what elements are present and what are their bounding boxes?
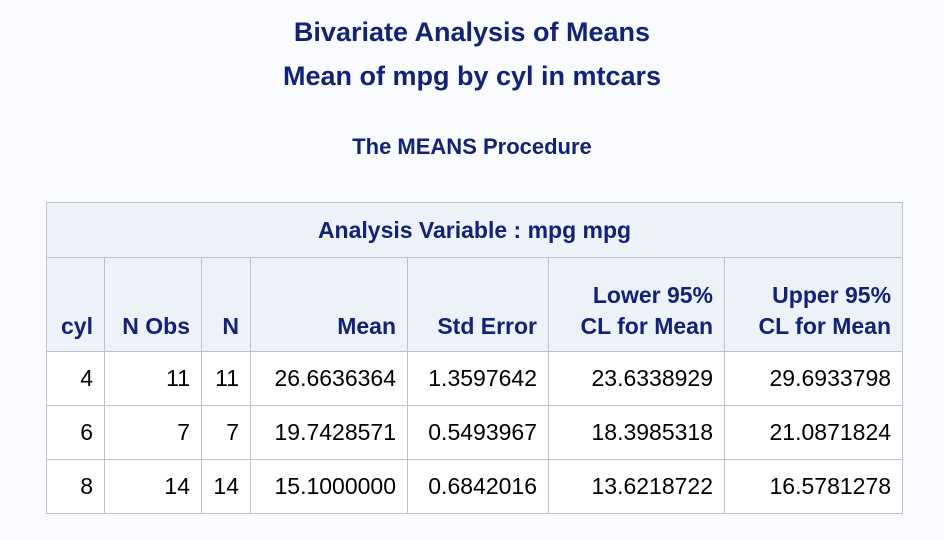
cell-cyl: 8 bbox=[46, 459, 105, 514]
cell-cyl: 4 bbox=[46, 351, 105, 406]
report-title-line1: Bivariate Analysis of Means bbox=[293, 17, 651, 47]
cell-std-error: 1.3597642 bbox=[407, 351, 549, 406]
cell-n: 14 bbox=[201, 459, 251, 514]
results-table: Analysis Variable : mpg mpg cyl N Obs N … bbox=[45, 202, 904, 514]
header-upper-cl-line2: CL for Mean bbox=[758, 313, 892, 339]
table-caption: Analysis Variable : mpg mpg bbox=[45, 202, 904, 258]
header-n-obs: N Obs bbox=[104, 257, 202, 352]
cell-n-obs: 14 bbox=[104, 459, 202, 514]
cell-lower-cl: 13.6218722 bbox=[548, 459, 725, 514]
header-std-error: Std Error bbox=[407, 257, 549, 352]
cell-upper-cl: 21.0871824 bbox=[723, 405, 904, 460]
cell-mean: 19.7428571 bbox=[250, 405, 408, 460]
cell-std-error: 0.5493967 bbox=[407, 405, 549, 460]
table-row: 4 11 11 26.6636364 1.3597642 23.6338929 … bbox=[46, 351, 904, 406]
header-cyl: cyl bbox=[46, 257, 105, 352]
report-title-line2: Mean of mpg by cyl in mtcars bbox=[282, 61, 662, 91]
header-mean: Mean bbox=[250, 257, 408, 352]
cell-n-obs: 7 bbox=[104, 405, 202, 460]
table-caption-row: Analysis Variable : mpg mpg bbox=[45, 202, 904, 258]
procedure-name: The MEANS Procedure bbox=[352, 134, 592, 159]
cell-n-obs: 11 bbox=[104, 351, 202, 406]
header-lower-cl-line1: Lower 95% bbox=[592, 282, 713, 308]
cell-n: 7 bbox=[201, 405, 251, 460]
table-row: 6 7 7 19.7428571 0.5493967 18.3985318 21… bbox=[46, 405, 904, 460]
cell-mean: 26.6636364 bbox=[250, 351, 408, 406]
cell-upper-cl: 29.6933798 bbox=[723, 351, 904, 406]
header-n: N bbox=[201, 257, 251, 352]
cell-n: 11 bbox=[201, 351, 251, 406]
header-upper-cl-line1: Upper 95% bbox=[772, 282, 892, 308]
cell-std-error: 0.6842016 bbox=[407, 459, 549, 514]
table-header-row: cyl N Obs N Mean Std Error Lower 95% CL … bbox=[46, 257, 904, 352]
cell-mean: 15.1000000 bbox=[250, 459, 408, 514]
cell-upper-cl: 16.5781278 bbox=[723, 459, 904, 514]
table-row: 8 14 14 15.1000000 0.6842016 13.6218722 … bbox=[46, 459, 904, 514]
header-upper-cl: Upper 95% CL for Mean bbox=[723, 257, 904, 352]
cell-cyl: 6 bbox=[46, 405, 105, 460]
header-lower-cl: Lower 95% CL for Mean bbox=[548, 257, 725, 352]
header-lower-cl-line2: CL for Mean bbox=[580, 313, 713, 339]
cell-lower-cl: 18.3985318 bbox=[548, 405, 725, 460]
cell-lower-cl: 23.6338929 bbox=[548, 351, 725, 406]
